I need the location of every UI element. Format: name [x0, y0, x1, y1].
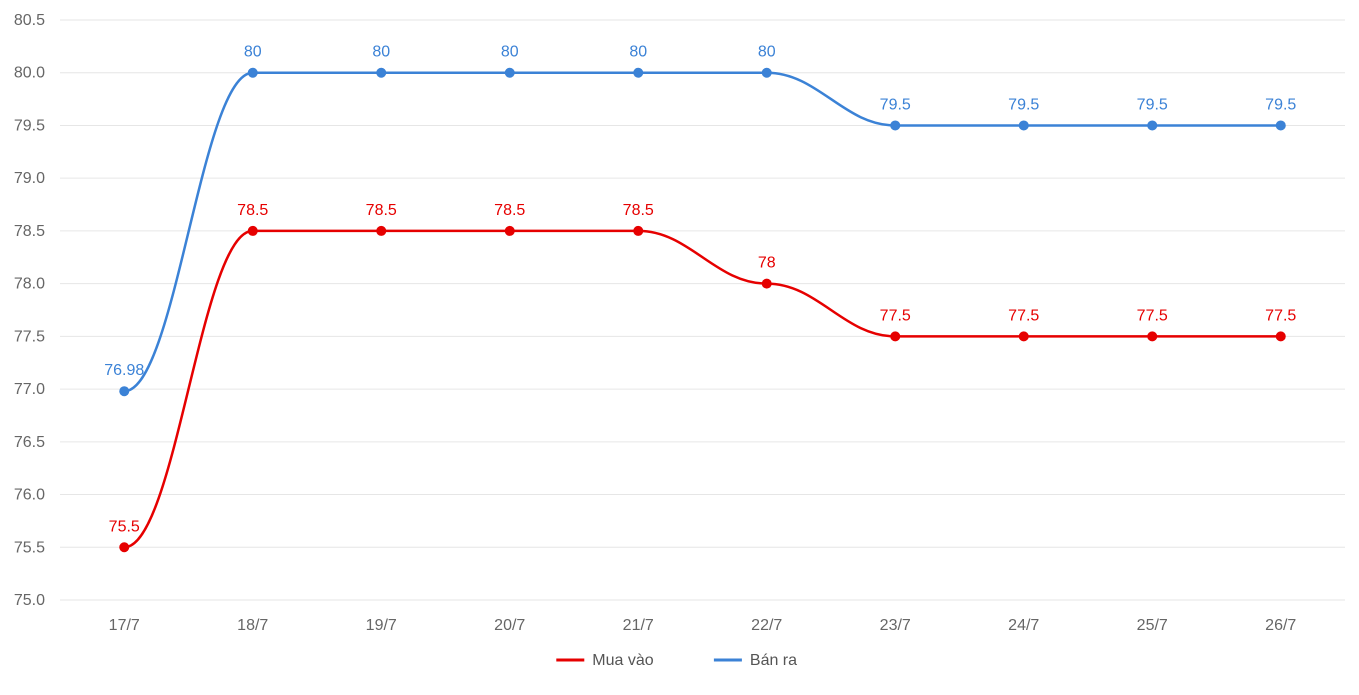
- data-point-label: 79.5: [880, 96, 911, 113]
- y-tick-label: 76.5: [14, 434, 45, 451]
- data-point-label: 77.5: [1008, 307, 1039, 324]
- x-tick-label: 17/7: [109, 617, 140, 634]
- legend-label-ban_ra: Bán ra: [750, 652, 797, 669]
- x-axis-ticks: 17/7 18/7 19/7 20/7 21/7 22/7 23/7 24/7 25/7 26/7: [109, 617, 1297, 634]
- y-tick-label: 80.5: [14, 12, 45, 29]
- y-tick-label: 77.0: [14, 381, 45, 398]
- data-point: [248, 226, 258, 236]
- data-point: [1276, 331, 1286, 341]
- data-point: [633, 226, 643, 236]
- data-point-label: 80: [501, 44, 519, 61]
- data-point: [1019, 120, 1029, 130]
- y-tick-label: 79.5: [14, 117, 45, 134]
- series-mua_vao: 75.5 78.5 78.5 78.5 78.5 78 77.5 77.5 77.5 77.5: [109, 202, 1297, 552]
- price-line-chart: 75.0 75.5 76.0 76.5 77.0 77.5 78.0 78.5 79.0 79.5…: [0, 0, 1359, 695]
- data-point: [890, 120, 900, 130]
- data-point-label: 77.5: [1265, 307, 1296, 324]
- data-point-label: 78.5: [623, 202, 654, 219]
- data-point-label: 75.5: [109, 518, 140, 535]
- y-tick-label: 75.5: [14, 539, 45, 556]
- data-point: [633, 68, 643, 78]
- data-point: [1147, 331, 1157, 341]
- data-point: [505, 226, 515, 236]
- legend-label-mua_vao: Mua vào: [592, 652, 653, 669]
- y-tick-label: 77.5: [14, 328, 45, 345]
- data-point-label: 78.5: [237, 202, 268, 219]
- y-tick-label: 78.5: [14, 223, 45, 240]
- data-point: [762, 279, 772, 289]
- data-point: [890, 331, 900, 341]
- data-point-label: 79.5: [1265, 96, 1296, 113]
- x-tick-label: 21/7: [623, 617, 654, 634]
- data-point: [119, 542, 129, 552]
- x-tick-label: 20/7: [494, 617, 525, 634]
- data-point-label: 80: [372, 44, 390, 61]
- data-point: [248, 68, 258, 78]
- y-tick-label: 76.0: [14, 487, 45, 504]
- data-point: [1276, 120, 1286, 130]
- y-axis-ticks: 75.0 75.5 76.0 76.5 77.0 77.5 78.0 78.5 79.0 79.5…: [14, 12, 45, 609]
- x-tick-label: 25/7: [1137, 617, 1168, 634]
- x-tick-label: 22/7: [751, 617, 782, 634]
- data-point: [762, 68, 772, 78]
- data-point-label: 77.5: [1137, 307, 1168, 324]
- legend: Mua vào Bán ra: [556, 652, 797, 669]
- data-point-label: 78.5: [366, 202, 397, 219]
- x-tick-label: 26/7: [1265, 617, 1296, 634]
- y-tick-label: 75.0: [14, 592, 45, 609]
- data-point-label: 78: [758, 255, 776, 272]
- data-point: [376, 68, 386, 78]
- data-point-label: 80: [629, 44, 647, 61]
- data-point-label: 79.5: [1137, 96, 1168, 113]
- data-point: [376, 226, 386, 236]
- data-point-label: 77.5: [880, 307, 911, 324]
- x-tick-label: 19/7: [366, 617, 397, 634]
- x-tick-label: 18/7: [237, 617, 268, 634]
- x-tick-label: 24/7: [1008, 617, 1039, 634]
- data-point-label: 76.98: [104, 362, 144, 379]
- y-tick-label: 78.0: [14, 276, 45, 293]
- data-point-label: 78.5: [494, 202, 525, 219]
- data-point: [1019, 331, 1029, 341]
- data-point: [505, 68, 515, 78]
- series-ban_ra: 76.98 80 80 80 80 80 79.5 79.5 79.5 79.5: [104, 44, 1296, 396]
- data-point: [119, 386, 129, 396]
- data-point-label: 79.5: [1008, 96, 1039, 113]
- y-tick-label: 79.0: [14, 170, 45, 187]
- x-tick-label: 23/7: [880, 617, 911, 634]
- data-point: [1147, 120, 1157, 130]
- y-tick-label: 80.0: [14, 65, 45, 82]
- data-point-label: 80: [758, 44, 776, 61]
- data-point-label: 80: [244, 44, 262, 61]
